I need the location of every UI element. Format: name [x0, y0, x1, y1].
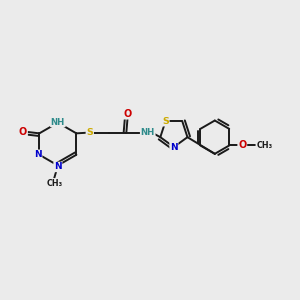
Text: CH₃: CH₃ — [256, 141, 272, 150]
Text: CH₃: CH₃ — [46, 179, 62, 188]
Text: O: O — [238, 140, 246, 151]
Text: S: S — [162, 117, 169, 126]
Text: N: N — [170, 142, 178, 152]
Text: O: O — [123, 109, 132, 119]
Text: S: S — [86, 128, 93, 137]
Text: N: N — [54, 162, 62, 171]
Text: NH: NH — [51, 118, 65, 127]
Text: NH: NH — [141, 128, 155, 137]
Text: O: O — [19, 127, 27, 137]
Text: N: N — [34, 150, 42, 159]
